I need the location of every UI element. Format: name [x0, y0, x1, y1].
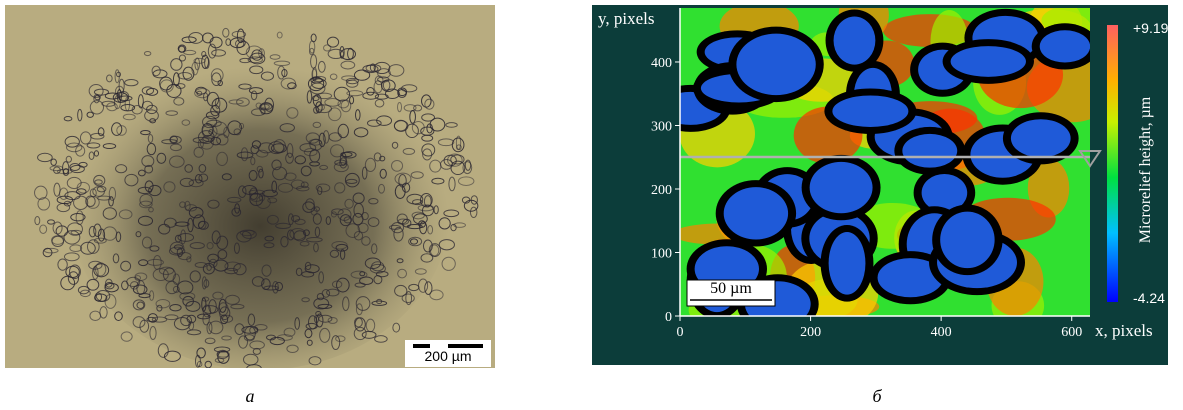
x-axis-label: x, pixels [1095, 321, 1153, 340]
pit [736, 34, 815, 96]
y-axis-label: y, pixels [598, 9, 655, 28]
y-tick-label: 300 [651, 119, 672, 134]
y-tick-label: 200 [651, 183, 672, 198]
pit [829, 232, 866, 295]
x-tick-label: 0 [677, 325, 684, 340]
scale-bar-label: 200 µm [425, 348, 472, 364]
colorbar-max: +9.19 [1133, 20, 1169, 36]
colorbar-min: -4.24 [1133, 290, 1165, 306]
pit [1011, 119, 1071, 157]
pit [940, 212, 994, 269]
y-tick-label: 100 [651, 246, 672, 261]
x-tick-label: 600 [1061, 325, 1082, 340]
x-tick-label: 200 [800, 325, 821, 340]
pit [834, 17, 876, 65]
micrograph [5, 5, 495, 373]
y-tick-label: 0 [665, 310, 672, 325]
pit [1040, 30, 1090, 62]
caption: б [872, 386, 882, 406]
pit [902, 134, 957, 168]
pit [832, 95, 908, 126]
colorbar [1107, 25, 1118, 302]
scale-bar-label: 50 µm [710, 280, 752, 297]
colorbar-label: Microrelief height, µm [1137, 96, 1154, 243]
y-tick-label: 400 [651, 56, 672, 71]
x-tick-label: 400 [931, 325, 952, 340]
pit [724, 187, 788, 239]
pit [951, 46, 1026, 77]
caption: а [246, 386, 255, 406]
pit [810, 162, 873, 213]
figure: 200 µm а 50 µm y, pixels x, pixels +9.19… [0, 0, 1183, 410]
